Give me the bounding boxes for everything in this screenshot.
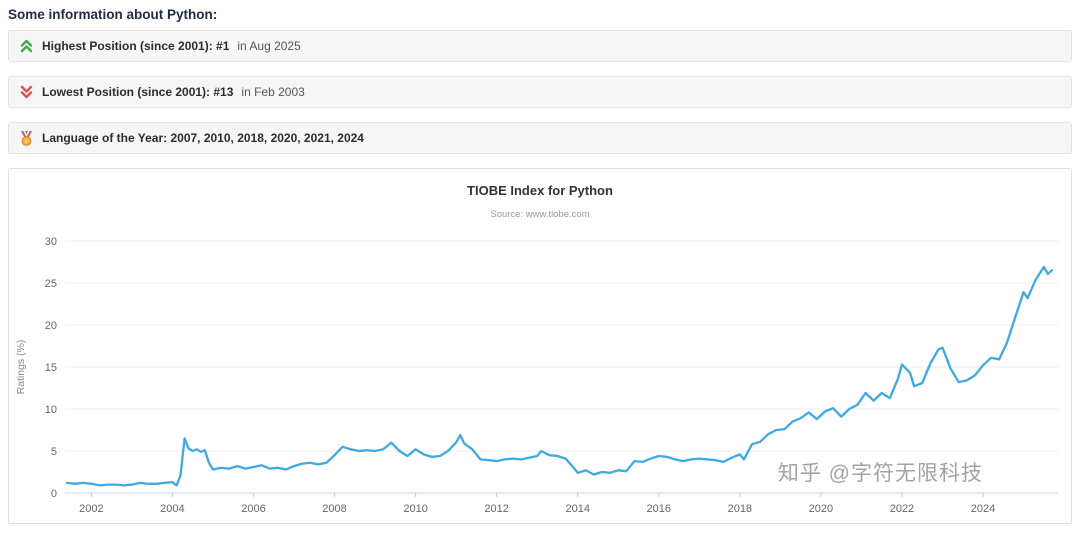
chart-source-subtitle: Source: www.tiobe.com xyxy=(490,209,590,220)
svg-text:2016: 2016 xyxy=(647,503,671,515)
lowest-position-date: in Feb 2003 xyxy=(241,85,305,99)
highest-position-text: Highest Position (since 2001): #1 xyxy=(42,39,230,53)
info-box-language-of-the-year: Language of the Year: 2007, 2010, 2018, … xyxy=(8,122,1072,154)
chart-plot-area[interactable]: 0 5 10 15 20 25 30 2002 2004 2006 2008 2010 2012 2014… xyxy=(10,225,1070,524)
svg-text:2008: 2008 xyxy=(322,503,346,515)
svg-text:2018: 2018 xyxy=(728,503,752,515)
svg-text:15: 15 xyxy=(45,362,57,374)
svg-text:2020: 2020 xyxy=(809,503,833,515)
language-of-the-year-text: Language of the Year: 2007, 2010, 2018, … xyxy=(42,131,364,145)
lowest-position-text: Lowest Position (since 2001): #13 xyxy=(42,85,234,99)
svg-text:2012: 2012 xyxy=(484,503,508,515)
chart-title: TIOBE Index for Python xyxy=(467,183,613,198)
tiobe-chart-card: TIOBE Index for Python Source: www.tiobe… xyxy=(8,168,1072,524)
double-chevron-up-icon xyxy=(19,39,34,53)
double-chevron-down-icon xyxy=(19,85,34,99)
svg-text:Ratings (%): Ratings (%) xyxy=(15,340,27,395)
svg-text:20: 20 xyxy=(45,320,57,332)
info-box-lowest-position: Lowest Position (since 2001): #13 in Feb… xyxy=(8,76,1072,108)
svg-text:2014: 2014 xyxy=(565,503,589,515)
highest-position-date: in Aug 2025 xyxy=(237,39,301,53)
svg-text:25: 25 xyxy=(45,278,57,290)
medal-icon xyxy=(19,130,34,146)
svg-text:10: 10 xyxy=(45,404,57,416)
svg-text:2006: 2006 xyxy=(241,503,265,515)
svg-text:5: 5 xyxy=(51,446,57,458)
svg-text:2022: 2022 xyxy=(890,503,914,515)
info-box-highest-position: Highest Position (since 2001): #1 in Aug… xyxy=(8,30,1072,62)
svg-text:30: 30 xyxy=(45,236,57,248)
svg-text:2010: 2010 xyxy=(403,503,427,515)
svg-text:2002: 2002 xyxy=(79,503,103,515)
tiobe-line-chart-svg[interactable]: 0 5 10 15 20 25 30 2002 2004 2006 2008 2010 2012 2014… xyxy=(10,225,1070,519)
svg-text:2004: 2004 xyxy=(160,503,184,515)
page-heading: Some information about Python: xyxy=(8,7,218,22)
svg-text:0: 0 xyxy=(51,488,57,500)
svg-text:2024: 2024 xyxy=(971,503,995,515)
